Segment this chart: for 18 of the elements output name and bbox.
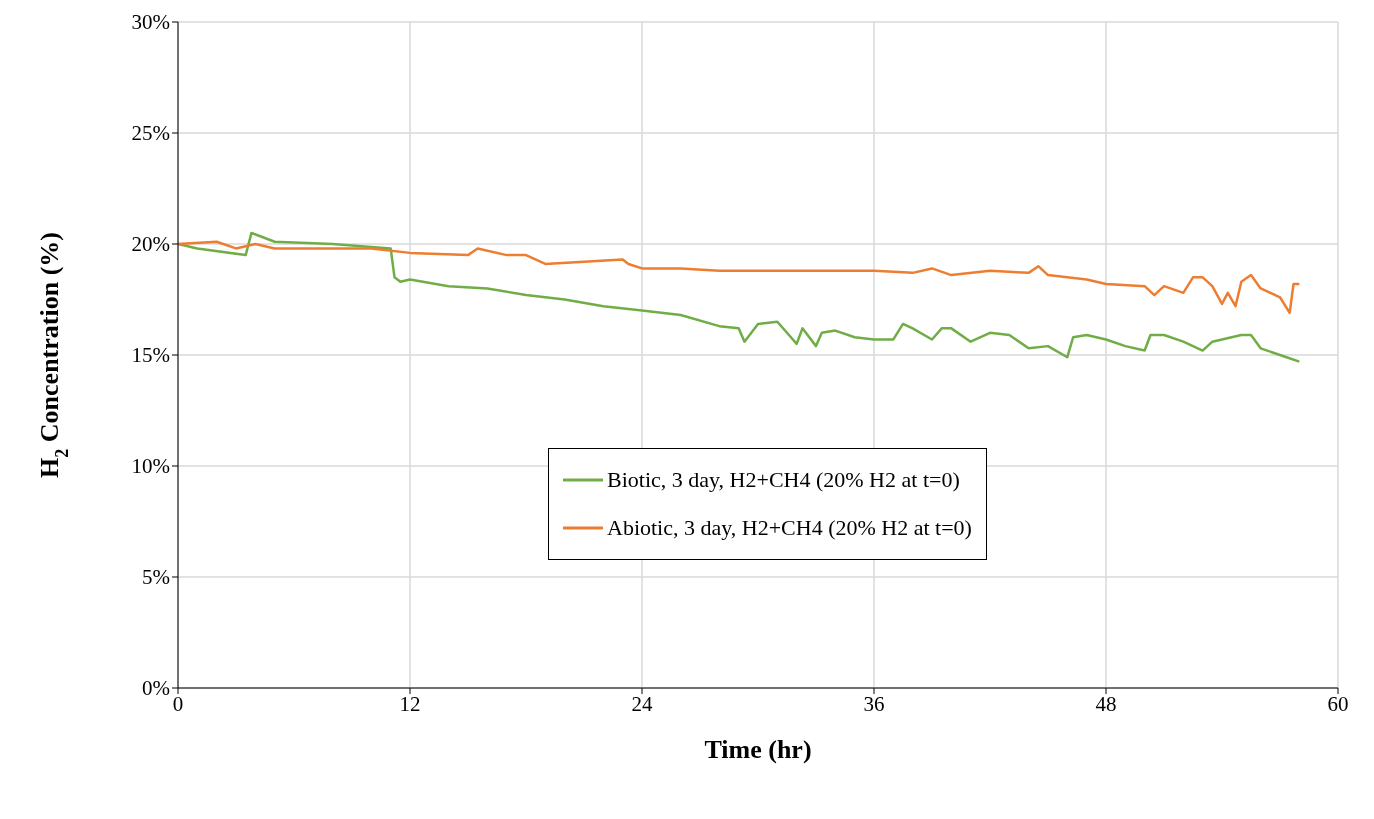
y-tick-label: 25% (131, 121, 170, 146)
y-tick-label: 10% (131, 454, 170, 479)
y-tick-label: 5% (142, 565, 170, 590)
y-tick-label: 15% (131, 343, 170, 368)
x-tick-label: 24 (631, 691, 653, 716)
x-tick-label: 48 (1095, 691, 1117, 716)
y-tick-label: 20% (131, 232, 170, 257)
line-series (178, 240, 1301, 315)
x-tick-label: 0 (172, 691, 184, 716)
y-tick-label: 30% (131, 10, 170, 35)
x-tick-label: 36 (863, 691, 885, 716)
line-series (178, 231, 1301, 363)
legend-label: Abiotic, 3 day, H2+CH4 (20% H2 at t=0) (607, 515, 972, 541)
x-tick-label: 12 (399, 691, 421, 716)
legend-label: Biotic, 3 day, H2+CH4 (20% H2 at t=0) (607, 467, 960, 493)
x-tick-label: 60 (1327, 691, 1349, 716)
y-tick-label: 0% (142, 676, 170, 701)
x-axis-title: Time (hr) (704, 735, 812, 764)
